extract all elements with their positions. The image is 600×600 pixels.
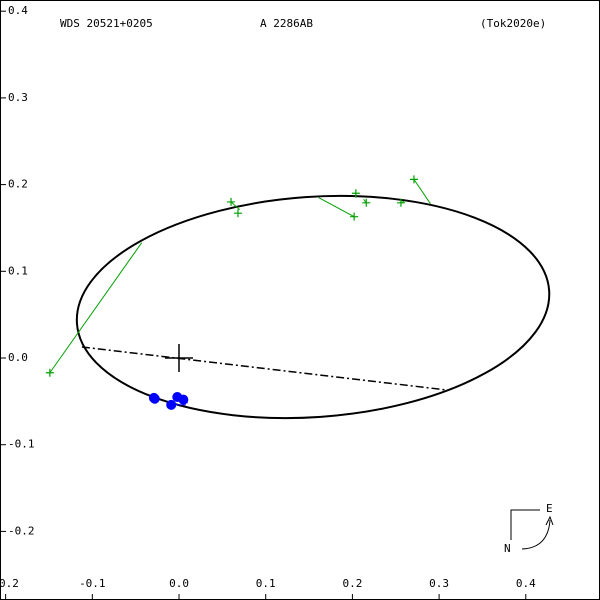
observation-plus <box>233 209 242 218</box>
header-center: A 2286AB <box>260 17 313 30</box>
observation-plus <box>362 198 371 207</box>
observation-plus <box>396 198 405 207</box>
residual <box>413 179 431 204</box>
observation-plus <box>409 175 418 184</box>
compass-arrow <box>521 519 551 550</box>
y-tick-label: 0.2 <box>8 178 28 191</box>
compass-east: E <box>546 502 553 515</box>
compass: E N <box>504 502 554 555</box>
y-tick-label: 0.1 <box>8 264 28 277</box>
observation-plus <box>351 189 360 198</box>
orbit <box>75 194 551 420</box>
compass-axes <box>510 509 540 540</box>
compass-north: N <box>504 542 511 555</box>
observation-dot <box>149 393 160 404</box>
line-of-nodes <box>81 346 447 391</box>
x-tick-label: -0.2 <box>0 577 19 590</box>
x-tick-label: 0.2 <box>342 577 362 590</box>
y-tick-label: -0.2 <box>8 524 35 537</box>
observation-plus <box>350 212 359 221</box>
x-tick-label: 0.3 <box>429 577 449 590</box>
y-tick-label: -0.1 <box>8 438 35 451</box>
observation-plus <box>227 197 236 206</box>
x-tick-label: -0.1 <box>79 577 106 590</box>
residual <box>318 197 355 218</box>
y-tick-label: 0.4 <box>8 4 28 17</box>
residual <box>230 201 241 211</box>
observation-plus <box>45 368 54 377</box>
header-left: WDS 20521+0205 <box>60 17 153 30</box>
y-tick-label: 0.0 <box>8 351 28 364</box>
residual <box>49 242 143 374</box>
x-tick-label: 0.1 <box>256 577 276 590</box>
y-tick-label: 0.3 <box>8 91 28 104</box>
x-tick-label: 0.4 <box>516 577 536 590</box>
compass-arrowhead <box>545 515 554 526</box>
observation-dot <box>166 399 177 410</box>
header-right: (Tok2020e) <box>480 17 546 30</box>
x-tick-label: 0.0 <box>169 577 189 590</box>
observation-dot <box>178 394 189 405</box>
